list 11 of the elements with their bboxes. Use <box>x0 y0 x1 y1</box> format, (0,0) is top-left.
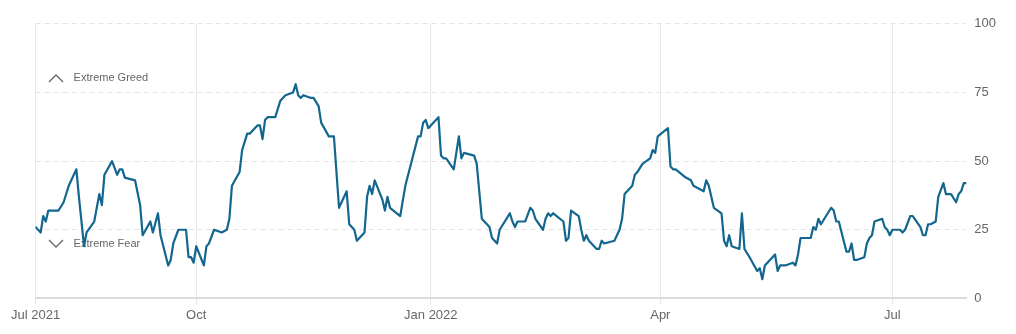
x-tick-label: Apr <box>650 306 672 322</box>
x-tick-label: Jan 2022 <box>404 306 458 322</box>
x-tick-label: Oct <box>186 306 207 322</box>
x-tick-label: Jul <box>884 306 901 322</box>
y-tick-label: 100 <box>974 15 997 31</box>
y-tick-label: 50 <box>974 152 989 168</box>
y-tick-label: 75 <box>974 84 989 100</box>
annotation: Extreme Greed <box>73 71 149 84</box>
y-tick-label: 0 <box>974 289 982 305</box>
x-tick-label: Jul 2021 <box>11 306 61 322</box>
y-tick-label: 25 <box>974 221 989 237</box>
